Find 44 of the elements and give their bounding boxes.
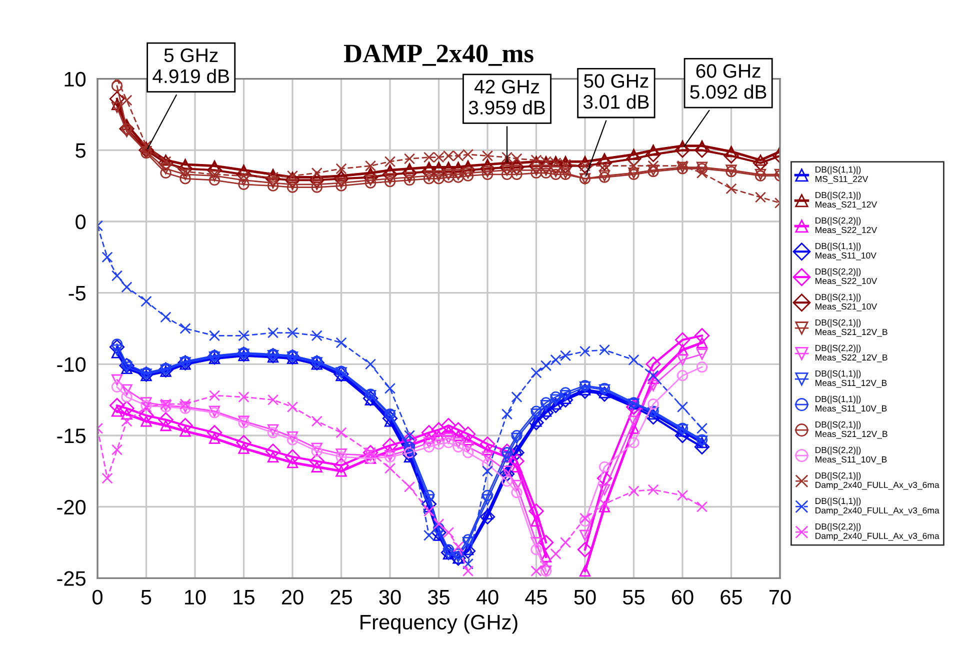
legend-label: DB(|S(2,1)|) Damp_2x40_FULL_Ax_v3_6ma: [816, 472, 940, 490]
y-tick-label: -25: [57, 571, 86, 586]
legend-label: DB(|S(2,1)|) Meas_S21_12V: [816, 192, 878, 210]
legend-label: DB(|S(1,1)|) Meas_S11_12V_B: [816, 370, 887, 388]
y-tick-label: -20: [57, 500, 86, 515]
x-tick-label: 10: [185, 590, 206, 605]
x-tick-label: 65: [720, 590, 742, 605]
x-tick-label: 55: [623, 590, 644, 605]
legend-label: DB(|S(1,1)|) Meas_S11_10V_B: [816, 396, 887, 414]
x-tick-label: 45: [525, 590, 547, 605]
y-tick-label: 10: [64, 72, 86, 87]
x-tick-label: 25: [330, 590, 352, 605]
x-tick-label: 0: [92, 590, 102, 605]
legend-label: DB(|S(2,1)|) Meas_S21_12V_B: [816, 319, 888, 337]
y-tick-label: -10: [57, 357, 86, 372]
annotation: 50 GHz 3.01 dB: [583, 74, 649, 109]
legend-label: DB(|S(2,1)|) Meas_S21_12V_B: [816, 421, 888, 439]
x-tick-label: 60: [672, 590, 694, 605]
legend-label: DB(|S(2,1)|) Meas_S21_10V: [816, 294, 878, 312]
x-tick-label: 15: [234, 590, 254, 605]
x-tick-label: 5: [141, 590, 152, 605]
x-tick-label: 40: [476, 590, 498, 605]
annotation: 42 GHz 3.959 dB: [468, 80, 545, 115]
x-tick-label: 50: [574, 590, 596, 605]
legend-label: DB(|S(2,2)|) Meas_S22_12V_B: [816, 344, 888, 362]
y-tick-label: -5: [68, 286, 86, 301]
y-tick-label: 5: [76, 143, 86, 158]
y-tick-label: 0: [76, 214, 86, 230]
chart-title: DAMP_2x40_ms: [344, 44, 534, 66]
annotation: 5 GHz 4.919 dB: [152, 48, 229, 84]
y-tick-label: -15: [57, 428, 86, 444]
annotation: 60 GHz 5.092 dB: [690, 64, 766, 99]
legend-label: DB(|S(2,2)|) Meas_S22_10V: [816, 268, 878, 286]
x-tick-label: 30: [379, 590, 401, 605]
x-tick-label: 35: [428, 590, 450, 605]
legend-label: DB(|S(2,2)|) Meas_S22_12V: [816, 217, 878, 235]
x-axis-title: Frequency (GHz): [360, 614, 518, 634]
legend-label: DB(|S(1,1)|) Meas_S11_10V: [816, 242, 876, 260]
x-tick-label: 20: [282, 590, 304, 605]
x-tick-label: 70: [769, 590, 791, 605]
legend-label: DB(|S(2,2)|) Damp_2x40_FULL_Ax_v3_6ma: [816, 523, 940, 541]
legend-label: DB(|S(1,1)|) Damp_2x40_FULL_Ax_v3_6ma: [816, 498, 940, 516]
legend-label: DB(|S(1,1)|) MS_S11_22V: [816, 166, 868, 184]
legend-label: DB(|S(2,2)|) Meas_S11_10V_B: [816, 446, 887, 464]
